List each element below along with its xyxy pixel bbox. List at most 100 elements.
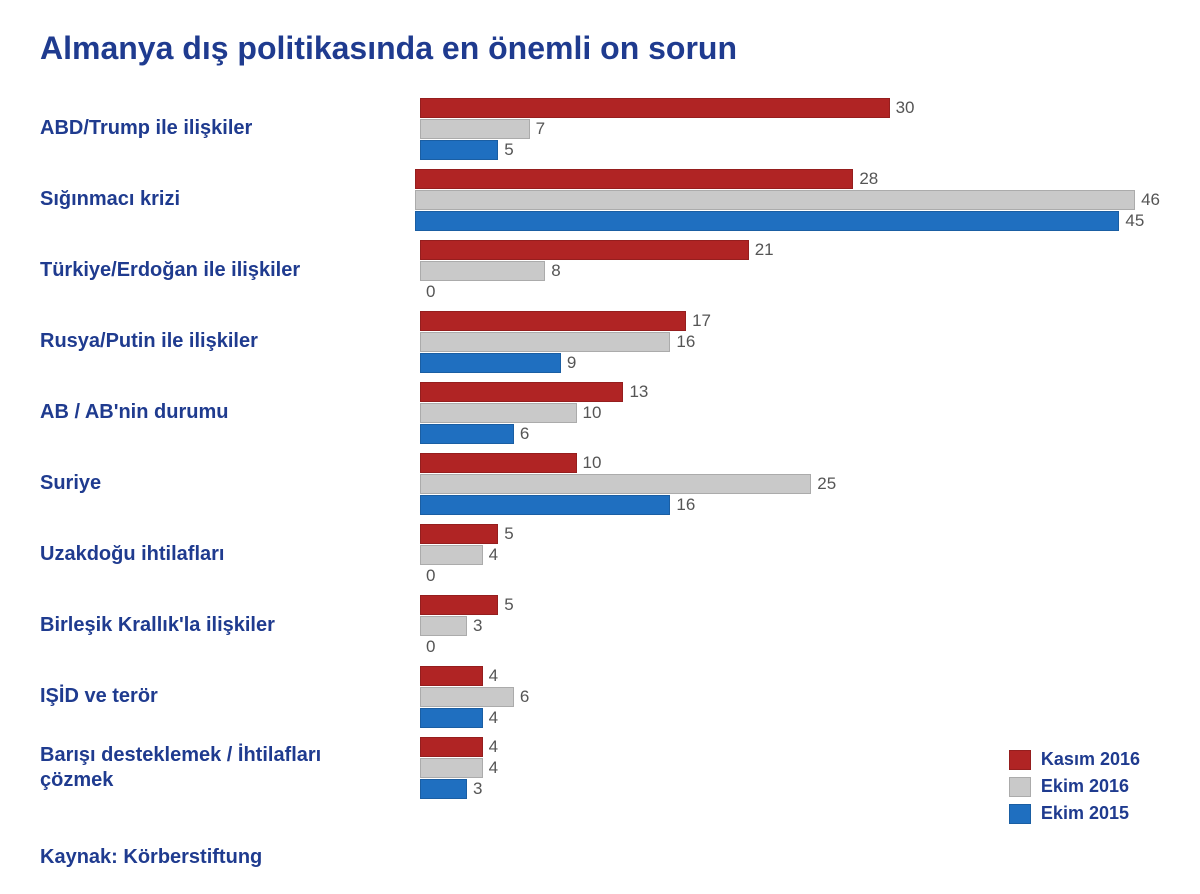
bar-line: 16: [420, 331, 1160, 352]
bar: [420, 524, 498, 544]
bar: [420, 737, 483, 757]
value-label: 28: [859, 169, 878, 189]
chart-row: Suriye102516: [40, 452, 1160, 515]
legend-item: Ekim 2016: [1009, 776, 1140, 797]
value-label: 3: [473, 779, 482, 799]
value-label: 13: [629, 382, 648, 402]
value-label: 10: [583, 403, 602, 423]
bar: [420, 382, 623, 402]
chart-row: Uzakdoğu ihtilafları 54 0: [40, 523, 1160, 586]
legend-swatch: [1009, 750, 1031, 770]
value-label: 6: [520, 687, 529, 707]
chart-row: ABD/Trump ile ilişkiler3075: [40, 97, 1160, 160]
value-label: 4: [489, 666, 498, 686]
chart-row: Türkiye/Erdoğan ile ilişkiler 21 80: [40, 239, 1160, 302]
category-label: ABD/Trump ile ilişkiler: [40, 116, 420, 141]
value-label: 3: [473, 616, 482, 636]
bar: [415, 190, 1135, 210]
bar-line: 4: [420, 665, 1160, 686]
value-label: 4: [489, 737, 498, 757]
bar-line: 8: [420, 260, 1160, 281]
bar: [420, 595, 498, 615]
bar: [420, 353, 561, 373]
bar: [420, 495, 670, 515]
bar-line: 10: [420, 402, 1160, 423]
bar-line: 5: [420, 523, 1160, 544]
category-label: Barışı desteklemek / İhtilafları çözmek: [40, 743, 420, 793]
category-label: IŞİD ve terör: [40, 684, 420, 709]
value-label: 16: [676, 332, 695, 352]
value-label: 6: [520, 424, 529, 444]
value-label: 21: [755, 240, 774, 260]
bar: [420, 403, 577, 423]
value-label: 0: [426, 566, 435, 586]
bar-line: 3: [420, 615, 1160, 636]
value-label: 10: [583, 453, 602, 473]
category-label: Birleşik Krallık'la ilişkiler: [40, 613, 420, 638]
legend-label: Kasım 2016: [1041, 749, 1140, 770]
bars-group: 10 25 16: [420, 452, 1160, 515]
bar-line: 28: [415, 168, 1160, 189]
value-label: 0: [426, 637, 435, 657]
value-label: 25: [817, 474, 836, 494]
bar-line: 17: [420, 310, 1160, 331]
category-label: Rusya/Putin ile ilişkiler: [40, 329, 420, 354]
bars-group: 3075: [420, 97, 1160, 160]
value-label: 46: [1141, 190, 1160, 210]
bar: [420, 545, 483, 565]
bar: [420, 666, 483, 686]
category-label: Uzakdoğu ihtilafları: [40, 542, 420, 567]
value-label: 17: [692, 311, 711, 331]
bar-line: 7: [420, 118, 1160, 139]
bar-line: 45: [415, 210, 1160, 231]
category-label: Sığınmacı krizi: [40, 187, 415, 212]
bar: [415, 211, 1119, 231]
chart-row: Birleşik Krallık'la ilişkiler53 0: [40, 594, 1160, 657]
chart-row: Barışı desteklemek / İhtilafları çözmek 4…: [40, 736, 1160, 799]
bar-line: 0: [420, 281, 1160, 302]
chart-area: ABD/Trump ile ilişkiler3075Sığınmacı kri…: [40, 97, 1160, 799]
chart-row: IŞİD ve terör464: [40, 665, 1160, 728]
category-label: Türkiye/Erdoğan ile ilişkiler: [40, 258, 420, 283]
bar: [420, 424, 514, 444]
value-label: 16: [676, 495, 695, 515]
legend-swatch: [1009, 777, 1031, 797]
bars-group: 53 0: [420, 594, 1160, 657]
bar: [420, 474, 811, 494]
value-label: 4: [489, 545, 498, 565]
bar-line: 10: [420, 452, 1160, 473]
bar: [420, 140, 498, 160]
bar-line: 30: [420, 97, 1160, 118]
bars-group: 54 0: [420, 523, 1160, 586]
chart-row: Sığınmacı krizi 28 4645: [40, 168, 1160, 231]
bar-line: 9: [420, 352, 1160, 373]
source-text: Kaynak: Körberstiftung: [40, 846, 262, 869]
legend-item: Ekim 2015: [1009, 803, 1140, 824]
bar: [420, 453, 577, 473]
bar: [420, 261, 545, 281]
bar: [420, 119, 530, 139]
bar-line: 21: [420, 239, 1160, 260]
bars-group: 28 4645: [415, 168, 1160, 231]
legend-item: Kasım 2016: [1009, 749, 1140, 770]
bars-group: 464: [420, 665, 1160, 728]
bar-line: 0: [420, 565, 1160, 586]
legend: Kasım 2016 Ekim 2016 Ekim 2015: [1009, 743, 1140, 824]
value-label: 5: [504, 524, 513, 544]
bar: [420, 758, 483, 778]
legend-label: Ekim 2015: [1041, 803, 1129, 824]
bar: [420, 687, 514, 707]
bar-line: 13: [420, 381, 1160, 402]
bar: [420, 708, 483, 728]
bar-line: 46: [415, 189, 1160, 210]
value-label: 8: [551, 261, 560, 281]
bar-line: 5: [420, 139, 1160, 160]
bars-group: 13 10 6: [420, 381, 1160, 444]
chart-title: Almanya dış politikasında en önemli on s…: [40, 30, 1160, 67]
bar-line: 5: [420, 594, 1160, 615]
category-label: AB / AB'nin durumu: [40, 400, 420, 425]
bar-line: 25: [420, 473, 1160, 494]
chart-row: AB / AB'nin durumu 13 10 6: [40, 381, 1160, 444]
legend-swatch: [1009, 804, 1031, 824]
bar: [420, 98, 890, 118]
